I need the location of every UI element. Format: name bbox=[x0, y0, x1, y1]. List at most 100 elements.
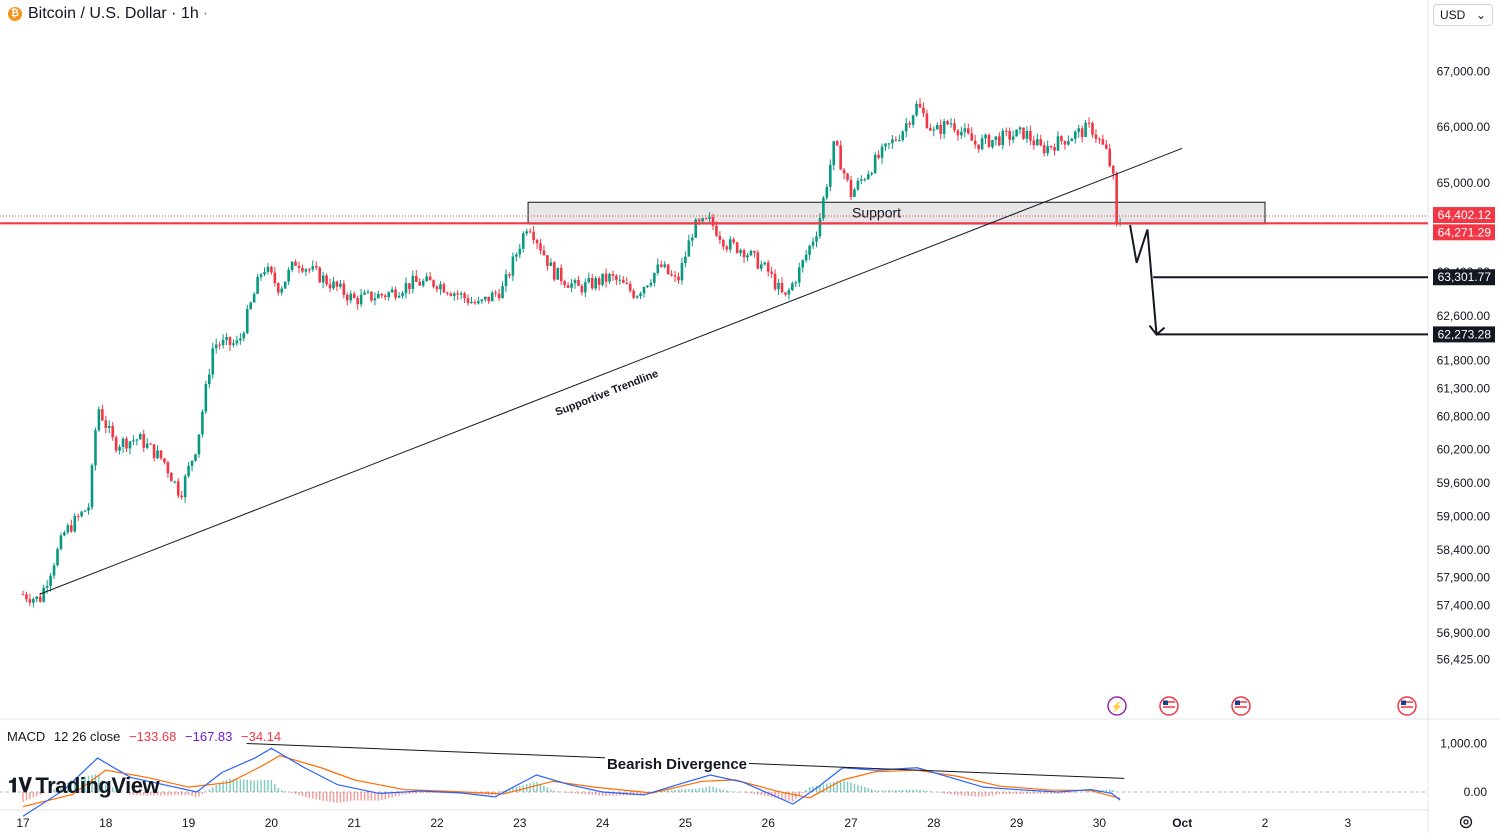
candle-body bbox=[608, 274, 611, 282]
candle-body bbox=[42, 587, 45, 602]
candle-body bbox=[1101, 139, 1105, 145]
candle-body bbox=[570, 283, 573, 288]
candle-body bbox=[749, 250, 753, 256]
price-axis-label: 62,273.28 bbox=[1438, 327, 1492, 341]
candle-body bbox=[428, 276, 432, 281]
price-axis-label: 64,402.12 bbox=[1438, 208, 1492, 222]
candle-body bbox=[908, 123, 911, 125]
candle-body bbox=[252, 293, 256, 303]
candle-body bbox=[577, 280, 580, 286]
us-flag-event-icon[interactable] bbox=[1397, 696, 1417, 716]
macd-legend[interactable]: MACD 12 26 close −133.68 −167.83 −34.14 bbox=[7, 729, 286, 744]
settings-icon[interactable] bbox=[1458, 814, 1474, 830]
candle-body bbox=[815, 236, 818, 242]
candle-body bbox=[632, 290, 635, 298]
candle-body bbox=[204, 384, 208, 412]
projection-path[interactable] bbox=[1129, 224, 1158, 335]
candle-body bbox=[967, 128, 970, 134]
candle-body bbox=[615, 275, 618, 281]
macd-line bbox=[22, 747, 1121, 817]
candle-body bbox=[866, 174, 870, 180]
candle-body bbox=[873, 154, 877, 173]
candle-body bbox=[149, 443, 152, 445]
candle-body bbox=[277, 283, 280, 293]
candle-body bbox=[70, 525, 73, 532]
y-axis-tick-label: 60,200.00 bbox=[1437, 443, 1491, 457]
x-axis-tick-label: 20 bbox=[265, 816, 279, 830]
candle-body bbox=[653, 273, 656, 283]
candle-body bbox=[808, 245, 811, 255]
candle-body bbox=[728, 239, 732, 250]
candle-body bbox=[256, 276, 259, 294]
currency-label: USD bbox=[1440, 8, 1466, 22]
candle-body bbox=[452, 293, 456, 296]
candle-body bbox=[811, 241, 815, 246]
candle-body bbox=[232, 343, 235, 345]
currency-select[interactable]: USD ⌄ bbox=[1433, 4, 1493, 26]
candle-body bbox=[135, 439, 139, 441]
candle-body bbox=[321, 275, 325, 283]
candle-body bbox=[994, 136, 998, 140]
candle-body bbox=[835, 141, 839, 146]
candle-body bbox=[377, 293, 380, 299]
candle-body bbox=[45, 585, 49, 588]
divergence-label: Bearish Divergence bbox=[607, 756, 747, 773]
candle-body bbox=[245, 308, 249, 334]
candle-body bbox=[590, 277, 594, 289]
candle-body bbox=[584, 282, 587, 293]
candle-body bbox=[101, 409, 104, 421]
flag-canton bbox=[1401, 700, 1406, 705]
candle-body bbox=[142, 434, 146, 448]
candle-body bbox=[622, 279, 625, 283]
candle-body bbox=[1011, 136, 1015, 140]
us-flag-event-icon[interactable] bbox=[1231, 696, 1251, 716]
symbol-title[interactable]: Bitcoin / U.S. Dollar · 1h bbox=[28, 5, 199, 22]
candle-body bbox=[663, 264, 666, 267]
lightning-event-icon[interactable] bbox=[1107, 696, 1127, 716]
candle-body bbox=[656, 264, 660, 274]
candle-body bbox=[508, 274, 511, 276]
price-axis-label-bg bbox=[1433, 269, 1495, 286]
price-axis-label-bg bbox=[1433, 326, 1495, 343]
candle-body bbox=[411, 275, 415, 289]
us-flag-event-icon[interactable] bbox=[1159, 696, 1179, 716]
candle-body bbox=[118, 447, 121, 451]
candle-body bbox=[501, 285, 504, 299]
candle-body bbox=[956, 130, 960, 136]
candle-body bbox=[559, 267, 563, 282]
candle-body bbox=[532, 231, 535, 241]
candle-body bbox=[791, 283, 794, 291]
status-dot: · bbox=[202, 5, 209, 22]
candle-body bbox=[646, 285, 649, 288]
candle-body bbox=[1001, 130, 1005, 146]
candle-body bbox=[960, 131, 963, 136]
candle-body bbox=[521, 233, 525, 249]
candle-body bbox=[825, 186, 829, 198]
candle-body bbox=[929, 128, 932, 131]
candle-body bbox=[208, 374, 211, 385]
candle-body bbox=[742, 250, 746, 258]
candle-body bbox=[794, 282, 798, 284]
candle-body bbox=[366, 291, 370, 293]
candle-body bbox=[942, 121, 946, 134]
candle-body bbox=[970, 133, 974, 141]
candle-body bbox=[132, 440, 135, 442]
candle-body bbox=[1094, 134, 1098, 139]
candle-body bbox=[408, 283, 411, 289]
candle-body bbox=[397, 295, 401, 298]
supportive-trendline[interactable] bbox=[39, 147, 1183, 595]
candle-body bbox=[787, 290, 791, 295]
candle-body bbox=[684, 256, 687, 264]
trendline-label: Supportive Trendline bbox=[554, 368, 660, 419]
flag-canton bbox=[1163, 700, 1168, 705]
candle-body bbox=[535, 240, 539, 244]
candle-body bbox=[1029, 130, 1032, 141]
candle-body bbox=[932, 129, 936, 131]
macd-params: 12 26 close bbox=[53, 729, 121, 744]
candle-body bbox=[1084, 122, 1087, 137]
candle-body bbox=[280, 288, 284, 293]
candle-body bbox=[594, 278, 597, 289]
candle-body bbox=[356, 297, 359, 305]
x-axis-tick-label: 29 bbox=[1010, 816, 1024, 830]
